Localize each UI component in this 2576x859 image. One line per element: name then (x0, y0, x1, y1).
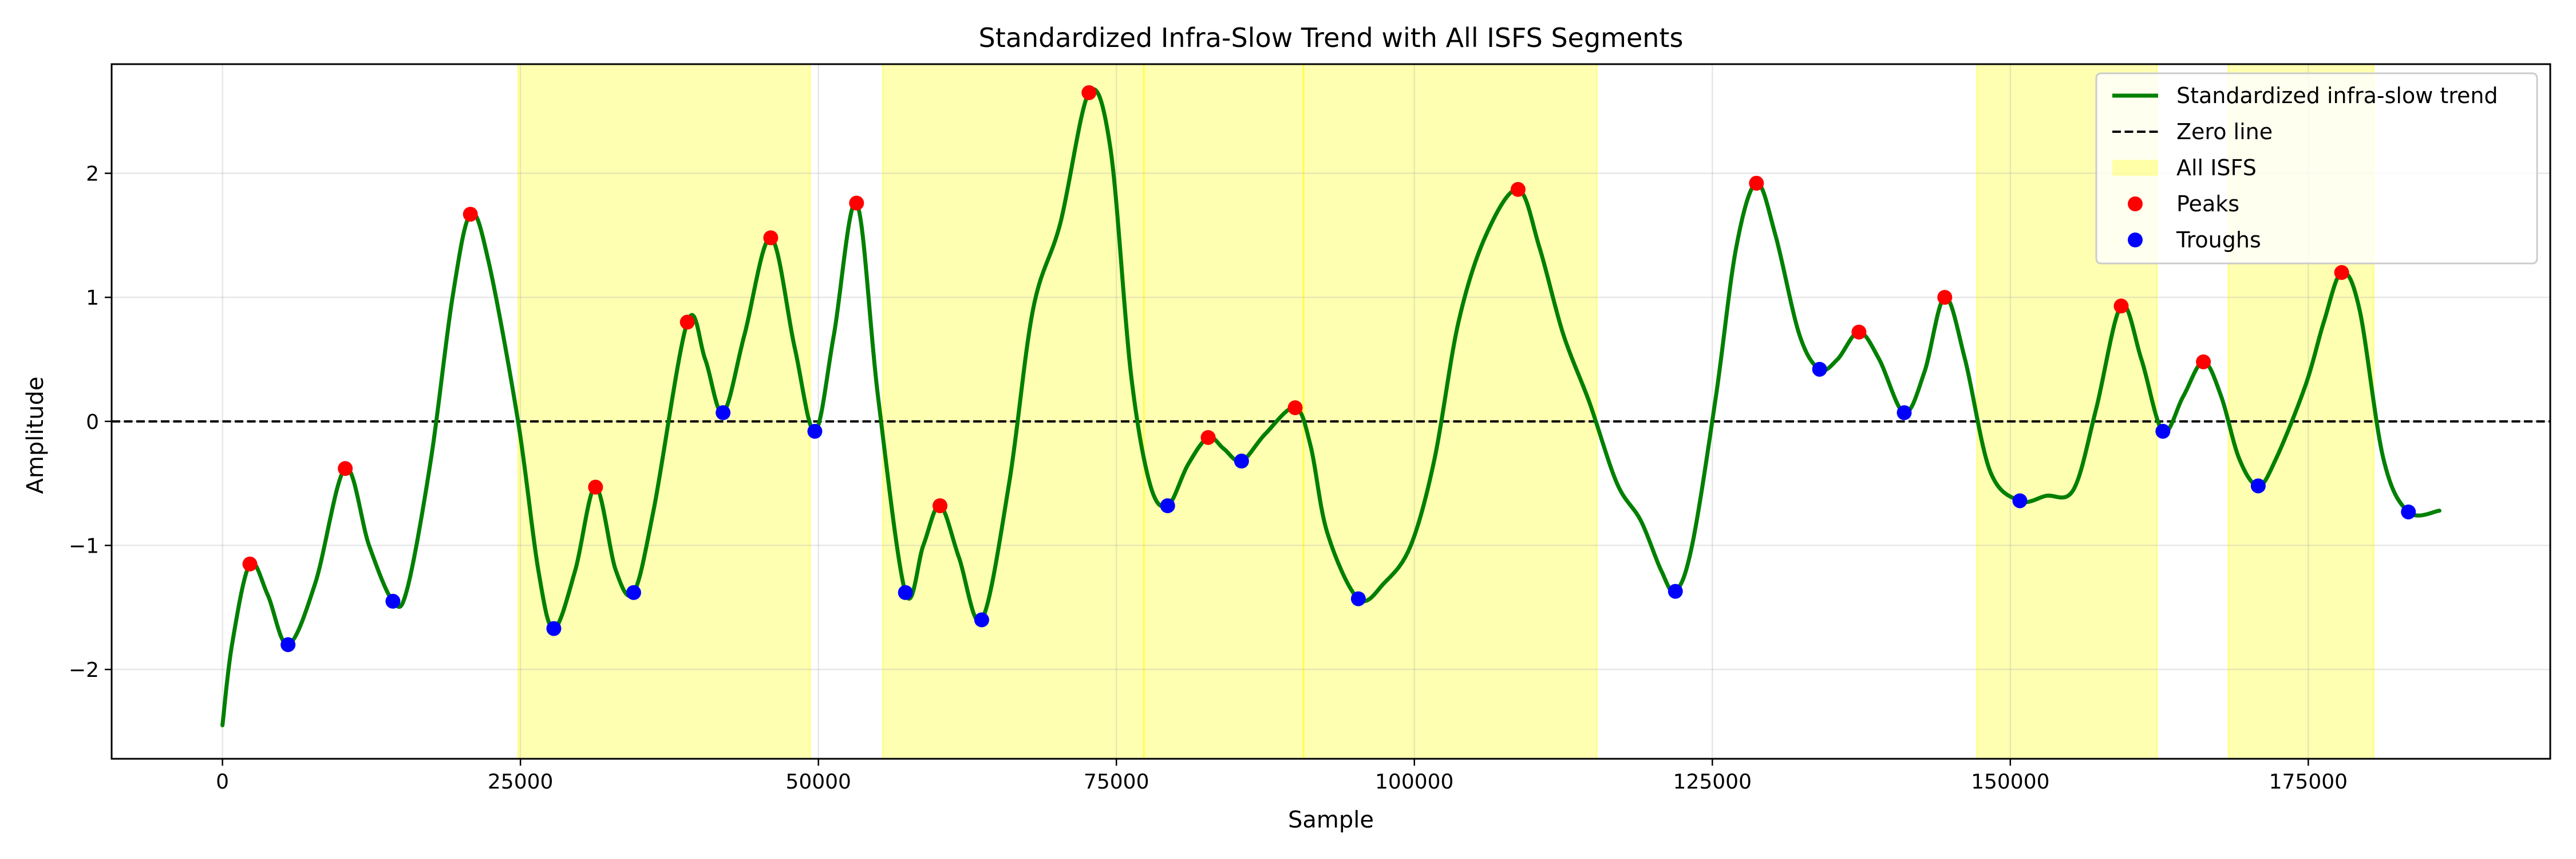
x-tick-label: 25000 (488, 770, 554, 794)
peak-marker (2334, 265, 2349, 280)
peak-marker (338, 461, 353, 476)
peak-marker (679, 314, 695, 330)
peak-marker (242, 556, 258, 572)
y-tick-label: 0 (86, 411, 99, 434)
trough-marker (898, 585, 913, 600)
legend: Standardized infra-slow trend Zero line Al… (2095, 72, 2538, 265)
y-axis-ticks: −2 −1 0 1 2 (69, 163, 112, 682)
trough-marker (385, 593, 401, 609)
trough-marker (2401, 504, 2416, 519)
legend-label: Zero line (2176, 119, 2273, 144)
x-tick-label: 50000 (785, 770, 851, 794)
peak-marker (463, 207, 478, 222)
y-tick-label: 2 (86, 163, 99, 186)
legend-label: All ISFS (2176, 155, 2257, 180)
trough-marker (1897, 405, 1912, 420)
x-tick-label: 125000 (1673, 770, 1752, 794)
legend-label: Standardized infra-slow trend (2176, 83, 2498, 108)
trough-marker (280, 637, 296, 652)
trough-marker (1668, 584, 1683, 599)
y-axis-label: Amplitude (22, 377, 49, 494)
peak-marker (1510, 182, 1526, 197)
legend-label: Troughs (2176, 227, 2261, 253)
isfs-segment-1 (517, 63, 811, 760)
y-tick-label: 1 (86, 286, 99, 310)
plot-frame (110, 63, 2551, 760)
legend-swatch-isfs (2112, 160, 2158, 176)
trough-marker (1234, 454, 1249, 469)
peak-marker (1749, 175, 1764, 191)
peak-marker (1937, 290, 1953, 305)
peak-marker (933, 498, 948, 514)
peak-marker (588, 479, 603, 495)
peak-marker (2196, 354, 2211, 369)
y-tick-label: −2 (69, 659, 99, 682)
peak-marker (1851, 324, 1867, 340)
trough-marker (1812, 361, 1827, 377)
peak-marker (1287, 400, 1303, 416)
x-tick-label: 100000 (1375, 770, 1453, 794)
x-axis-ticks: 0 25000 50000 75000 100000 125000 150000 175000 (216, 759, 2348, 794)
isfs-segment-2 (882, 63, 1145, 760)
legend-swatch-marker (2128, 196, 2143, 211)
trough-marker (716, 405, 731, 420)
legend-box (2095, 72, 2538, 265)
peak-marker (2113, 298, 2129, 314)
trough-marker (2155, 424, 2171, 439)
chart-title: Standardized Infra-Slow Trend with All I… (979, 22, 1684, 53)
y-tick-label: −1 (69, 534, 99, 558)
trough-marker (2012, 493, 2028, 509)
x-tick-label: 150000 (1971, 770, 2049, 794)
trough-marker (626, 585, 641, 600)
trough-marker (974, 612, 989, 628)
legend-label: Peaks (2176, 191, 2239, 216)
peak-marker (1081, 85, 1097, 100)
trough-marker (2250, 478, 2266, 494)
x-axis-label: Sample (1288, 807, 1374, 833)
x-tick-label: 0 (216, 770, 229, 794)
isfs-segment-3 (1143, 63, 1305, 760)
trough-marker (1350, 591, 1366, 606)
trough-marker (546, 621, 562, 636)
peak-marker (849, 195, 864, 211)
trough-marker (807, 424, 823, 439)
peak-marker (763, 230, 779, 246)
peak-marker (1200, 430, 1216, 445)
legend-swatch-marker (2128, 233, 2143, 247)
x-tick-label: 175000 (2269, 770, 2348, 794)
x-tick-label: 75000 (1084, 770, 1149, 794)
isfs-segment-4 (1302, 63, 1598, 760)
peak-trough-markers (242, 85, 2416, 652)
trough-marker (1160, 498, 1175, 514)
